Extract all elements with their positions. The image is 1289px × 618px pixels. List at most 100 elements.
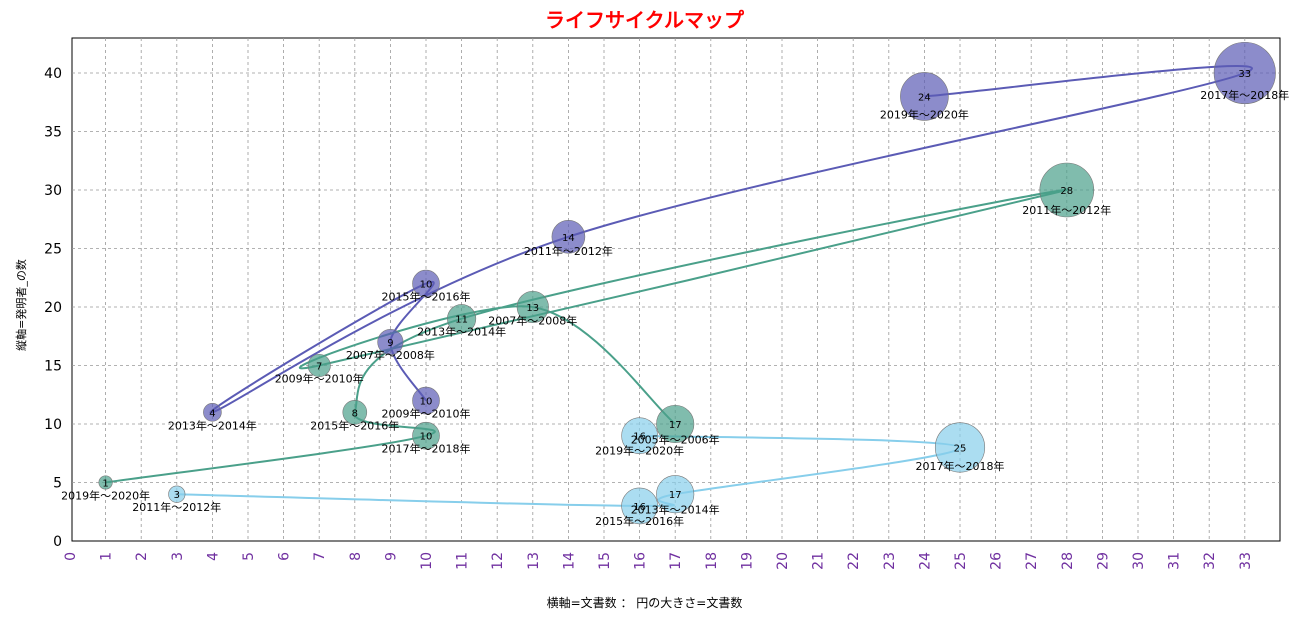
bubbles	[98, 41, 1276, 525]
x-tick-label: 7	[312, 552, 328, 561]
bubble	[621, 417, 658, 455]
bubble	[656, 404, 695, 444]
bubble-value-label: 11	[455, 315, 468, 326]
bubble-period-label: 2005年～2006年	[631, 432, 720, 446]
bubble-value-label: 8	[352, 408, 358, 419]
bubble-value-label: 10	[420, 280, 433, 291]
x-tick-label: 31	[1167, 552, 1183, 570]
bubble	[377, 329, 404, 356]
bubble-value-label: 4	[209, 408, 215, 419]
bubble	[656, 475, 695, 514]
bubble-value-label: 10	[420, 432, 433, 443]
bubble	[934, 422, 986, 473]
x-tick-label: 32	[1202, 552, 1218, 570]
y-tick-label: 30	[44, 183, 62, 199]
y-tick-label: 25	[44, 242, 62, 258]
x-tick-label: 12	[490, 552, 506, 570]
x-tick-label: 1	[99, 552, 115, 561]
x-tick-label: 3	[170, 552, 186, 561]
x-tick-label: 33	[1238, 552, 1254, 570]
bubble-period-label: 2019年～2020年	[595, 444, 684, 458]
plot-area	[71, 37, 1281, 542]
bubble	[203, 402, 222, 422]
x-tick-label: 29	[1095, 552, 1111, 570]
bubble-value-label: 9	[387, 338, 393, 349]
x-tick-label: 20	[775, 552, 791, 570]
x-tick-label: 23	[882, 552, 898, 570]
bubble-period-label: 2017年～2018年	[1200, 88, 1289, 102]
bubble-value-label: 24	[918, 92, 931, 103]
bubble	[900, 72, 949, 121]
bubble	[1213, 41, 1276, 105]
bubble-period-label: 2017年～2018年	[382, 442, 471, 456]
bubble-value-label: 1	[102, 479, 108, 490]
bubble	[98, 475, 113, 490]
bubble-value-label: 14	[562, 233, 575, 244]
bubble-value-label: 13	[526, 303, 539, 314]
x-tick-label: 6	[277, 552, 293, 561]
x-tick-label: 4	[205, 552, 221, 561]
bubble-period-label: 2017年～2018年	[916, 459, 1005, 473]
bubble-period-label: 2011年～2012年	[1022, 203, 1111, 217]
x-tick-label: 18	[704, 552, 720, 570]
x-tick-label: 19	[739, 552, 755, 570]
x-tick-label: 26	[989, 552, 1005, 570]
x-tick-label: 28	[1060, 552, 1076, 570]
x-tick-label: 15	[597, 552, 613, 570]
bubble	[342, 399, 368, 425]
bubble-period-label: 2015年～2016年	[382, 290, 471, 304]
bubble	[516, 290, 549, 324]
bubble-value-label: 7	[316, 362, 322, 373]
x-tick-label: 11	[455, 552, 471, 570]
x-tick-label: 8	[348, 552, 364, 561]
x-tick-label: 24	[917, 552, 933, 570]
x-tick-label: 13	[526, 552, 542, 570]
x-tick-label: 27	[1024, 552, 1040, 570]
bubble-value-label: 25	[954, 443, 967, 454]
bubble-period-label: 2015年～2016年	[310, 418, 399, 432]
x-tick-label: 10	[419, 552, 435, 570]
x-axis-label: 横軸=文書数 ： 円の大きさ=文書数	[546, 596, 743, 610]
bubble-value-label: 33	[1238, 69, 1251, 80]
x-tick-label: 9	[383, 552, 399, 561]
x-tick-label: 21	[811, 552, 827, 570]
bubble-period-label: 2011年～2012年	[132, 500, 221, 514]
x-tick-label: 30	[1131, 552, 1147, 570]
bubble	[412, 269, 440, 298]
bubble	[1039, 162, 1095, 218]
bubble-period-label: 2015年～2016年	[595, 514, 684, 528]
bubble	[307, 353, 331, 378]
bubble-value-label: 16	[633, 502, 646, 513]
y-tick-label: 5	[53, 476, 62, 492]
x-tick-label: 16	[633, 552, 649, 570]
bubble	[412, 421, 440, 450]
y-tick-label: 10	[44, 417, 62, 433]
y-tick-label: 35	[44, 125, 62, 141]
y-tick-label: 15	[44, 359, 62, 375]
bubble-period-label: 2009年～2010年	[382, 407, 471, 421]
y-tick-label: 20	[44, 300, 62, 316]
bubble-value-label: 16	[633, 432, 646, 443]
bubble-value-label: 28	[1060, 186, 1073, 197]
y-tick-label: 0	[53, 534, 62, 550]
bubble-period-label: 2013年～2014年	[168, 418, 257, 432]
bubble	[621, 487, 658, 525]
bubble-period-label: 2009年～2010年	[275, 372, 364, 386]
x-tick-label: 22	[846, 552, 862, 570]
bubble-value-label: 17	[669, 420, 682, 431]
bubble	[447, 304, 477, 334]
bubble-period-label: 2013年～2014年	[631, 503, 720, 517]
bubble	[412, 386, 440, 415]
bubble-value-label: 10	[420, 397, 433, 408]
x-tick-label: 17	[668, 552, 684, 570]
data-labels: 102009年～2010年92007年～2008年102015年～2016年42…	[61, 69, 1289, 528]
chart-title: ライフサイクルマップ	[545, 8, 744, 32]
bubble-period-label: 2007年～2008年	[346, 348, 435, 362]
bubble-period-label: 2019年～2020年	[61, 489, 150, 503]
x-tick-label: 25	[953, 552, 969, 570]
bubble-period-label: 2007年～2008年	[488, 314, 577, 328]
x-tick-label: 0	[63, 552, 79, 561]
bubble-period-label: 2019年～2020年	[880, 108, 969, 122]
